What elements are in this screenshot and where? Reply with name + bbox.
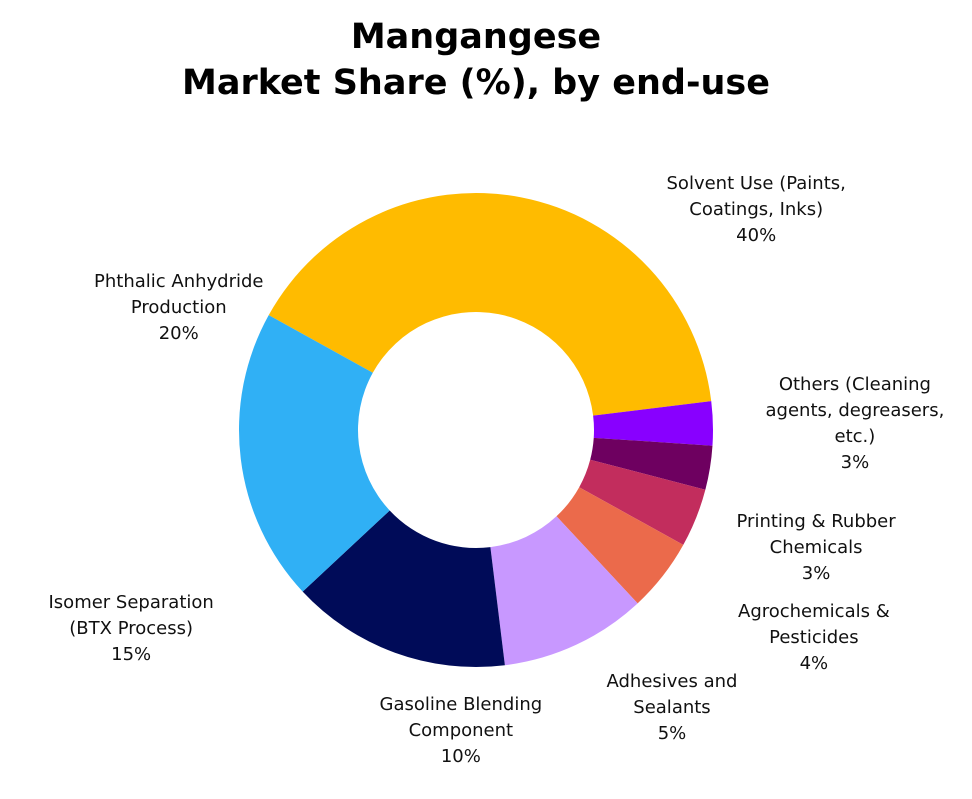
slice-name-label: Phthalic Anhydride [94, 271, 264, 292]
slice-name-label: Component [408, 720, 514, 741]
chart-title: Mangangese Market Share (%), by end-use [0, 14, 952, 106]
slice-name-label: agents, degreasers, [765, 400, 945, 421]
slice-value-label: 40% [736, 225, 777, 246]
slice-name-label: etc.) [834, 426, 876, 447]
donut-slice-2 [590, 437, 713, 490]
slice-value-label: 3% [840, 452, 870, 473]
slice-label-6: Isomer Separation (BTX Process) 15% [49, 590, 214, 668]
slice-label-0: Solvent Use (Paints, Coatings, Inks) 40% [667, 171, 846, 249]
donut-slice-3 [579, 459, 706, 545]
chart-title-line-1: Mangangese [350, 17, 602, 57]
donut-slice-6 [302, 510, 505, 667]
donut-slice-5 [490, 516, 638, 666]
slice-value-label: 15% [111, 644, 152, 665]
slice-name-label: Coatings, Inks) [689, 199, 824, 220]
slice-name-label: Solvent Use (Paints, [666, 173, 846, 194]
slice-value-label: 5% [657, 723, 687, 744]
donut-slice-7 [239, 315, 390, 592]
slice-name-label: Chemicals [769, 537, 863, 558]
slice-label-7: Phthalic Anhydride Production 20% [94, 269, 264, 347]
slice-name-label: Printing & Rubber [736, 511, 896, 532]
slice-label-2: Printing & Rubber Chemicals 3% [737, 509, 896, 587]
chart-title-line-2: Market Share (%), by end-use [182, 63, 770, 103]
slice-label-1: Others (Cleaning agents, degreasers, etc.)… [766, 372, 945, 476]
donut-slice-4 [556, 487, 684, 604]
slice-label-5: Gasoline Blending Component 10% [380, 692, 543, 770]
slice-name-label: Pesticides [769, 627, 859, 648]
slice-label-3: Agrochemicals & Pesticides 4% [738, 599, 890, 677]
slice-name-label: Production [130, 297, 227, 318]
slice-name-label: Adhesives and [606, 671, 738, 692]
slice-name-label: Sealants [633, 697, 711, 718]
slice-name-label: (BTX Process) [69, 618, 194, 639]
slice-label-4: Adhesives and Sealants 5% [607, 669, 738, 747]
slice-name-label: Agrochemicals & [738, 601, 890, 622]
donut-slice-0 [268, 192, 712, 416]
slice-value-label: 4% [799, 653, 829, 674]
slice-name-label: Others (Cleaning [778, 374, 931, 395]
slice-value-label: 10% [440, 746, 481, 767]
slice-value-label: 3% [801, 563, 831, 584]
slice-name-label: Gasoline Blending [379, 694, 543, 715]
donut-slice-1 [593, 401, 713, 446]
slice-value-label: 20% [158, 323, 199, 344]
slice-name-label: Isomer Separation [48, 592, 214, 613]
